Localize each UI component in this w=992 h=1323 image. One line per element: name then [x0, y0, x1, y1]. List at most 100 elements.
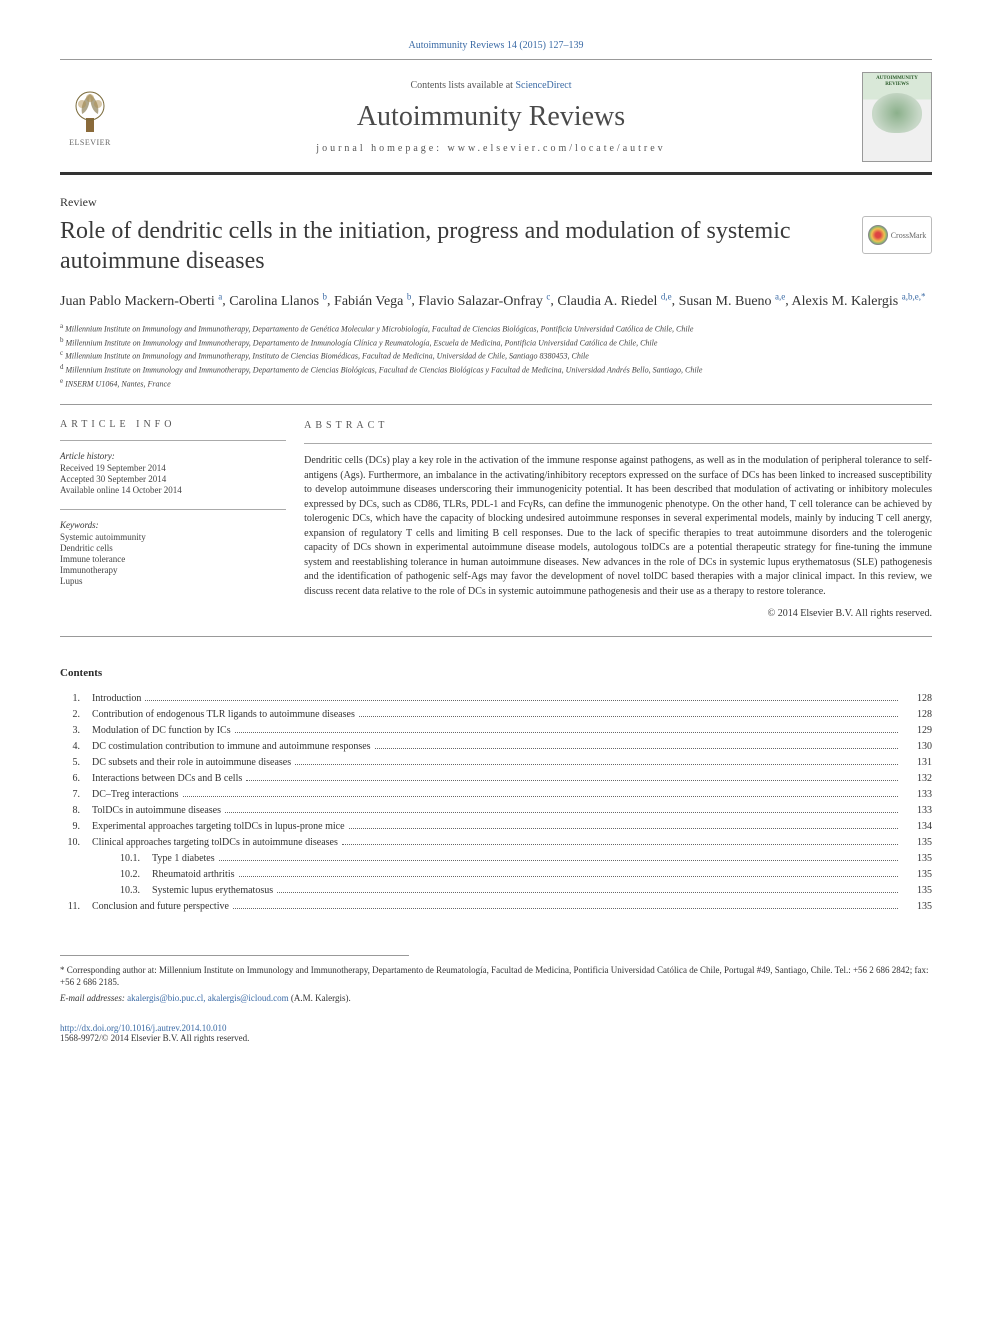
affiliation: d Millennium Institute on Immunology and… [60, 363, 932, 376]
author-refs[interactable]: c [546, 291, 550, 301]
toc-entry[interactable]: 10.3. Systemic lupus erythematosus 135 [60, 883, 932, 899]
toc-entry[interactable]: 5. DC subsets and their role in autoimmu… [60, 755, 932, 771]
journal-cover-thumbnail[interactable]: AUTOIMMUNITY REVIEWS [862, 72, 932, 162]
toc-number: 2. [60, 707, 92, 723]
toc-entry[interactable]: 8. TolDCs in autoimmune diseases 133 [60, 803, 932, 819]
affiliation: e INSERM U1064, Nantes, France [60, 377, 932, 390]
author-list: Juan Pablo Mackern-Oberti a, Carolina Ll… [60, 290, 932, 312]
contents-heading: Contents [60, 667, 932, 679]
toc-entry[interactable]: 11. Conclusion and future perspective 13… [60, 899, 932, 915]
toc-entry[interactable]: 9. Experimental approaches targeting tol… [60, 819, 932, 835]
abstract-text: Dendritic cells (DCs) play a key role in… [304, 454, 932, 599]
toc-number: 11. [60, 899, 92, 915]
keywords-block: Keywords: Systemic autoimmunityDendritic… [60, 520, 286, 586]
abstract-heading: ABSTRACT [304, 419, 932, 434]
toc-title: Systemic lupus erythematosus [152, 883, 273, 899]
article-title: Role of dendritic cells in the initiatio… [60, 216, 842, 276]
toc-leader [349, 828, 898, 829]
toc-title: Introduction [92, 691, 141, 707]
journal-title: Autoimmunity Reviews [140, 101, 842, 133]
toc-title: Experimental approaches targeting tolDCs… [92, 819, 345, 835]
toc-entry[interactable]: 7. DC–Treg interactions 133 [60, 787, 932, 803]
toc-page: 135 [902, 899, 932, 915]
toc-entry[interactable]: 4. DC costimulation contribution to immu… [60, 739, 932, 755]
accepted-date: Accepted 30 September 2014 [60, 474, 286, 484]
elsevier-tree-icon [66, 88, 114, 136]
author: Claudia A. Riedel d,e [557, 294, 671, 309]
toc-title: TolDCs in autoimmune diseases [92, 803, 221, 819]
author-refs[interactable]: b [407, 291, 412, 301]
author-refs[interactable]: a,e [775, 291, 785, 301]
toc-number: 5. [60, 755, 92, 771]
toc-entry[interactable]: 1. Introduction 128 [60, 691, 932, 707]
crossmark-badge[interactable]: CrossMark [862, 216, 932, 254]
sciencedirect-link[interactable]: ScienceDirect [515, 80, 571, 91]
toc-page: 133 [902, 787, 932, 803]
affiliation: c Millennium Institute on Immunology and… [60, 349, 932, 362]
divider [60, 440, 286, 441]
toc-leader [225, 812, 898, 813]
toc-page: 133 [902, 803, 932, 819]
author-refs[interactable]: d,e [661, 291, 672, 301]
elsevier-logo[interactable]: ELSEVIER [60, 82, 120, 152]
issn-copyright: 1568-9972/© 2014 Elsevier B.V. All right… [60, 1033, 932, 1043]
author: Juan Pablo Mackern-Oberti a [60, 294, 222, 309]
toc-leader [219, 860, 898, 861]
abstract-column: ABSTRACT Dendritic cells (DCs) play a ke… [304, 405, 932, 636]
affiliation: a Millennium Institute on Immunology and… [60, 322, 932, 335]
toc-leader [233, 908, 898, 909]
doi-link[interactable]: http://dx.doi.org/10.1016/j.autrev.2014.… [60, 1023, 932, 1033]
contents-available: Contents lists available at ScienceDirec… [140, 80, 842, 91]
toc-entry[interactable]: 10.2. Rheumatoid arthritis 135 [60, 867, 932, 883]
toc-entry[interactable]: 6. Interactions between DCs and B cells … [60, 771, 932, 787]
toc-page: 134 [902, 819, 932, 835]
toc-title: Modulation of DC function by ICs [92, 723, 231, 739]
keywords-label: Keywords: [60, 520, 286, 530]
crossmark-label: CrossMark [891, 231, 927, 240]
toc-page: 128 [902, 707, 932, 723]
email-note: E-mail addresses: akalergis@bio.puc.cl, … [60, 992, 932, 1005]
received-date: Received 19 September 2014 [60, 463, 286, 473]
corresponding-author-note: * Corresponding author at: Millennium In… [60, 964, 932, 989]
toc-title: Type 1 diabetes [152, 851, 215, 867]
footnote-separator [60, 955, 409, 956]
toc-page: 130 [902, 739, 932, 755]
divider [304, 443, 932, 444]
toc-title: Conclusion and future perspective [92, 899, 229, 915]
author: Flavio Salazar-Onfray c [418, 294, 550, 309]
keyword: Immunotherapy [60, 565, 286, 575]
toc-page: 135 [902, 883, 932, 899]
author-refs[interactable]: a,b,e,* [902, 291, 926, 301]
abstract-copyright: © 2014 Elsevier B.V. All rights reserved… [304, 607, 932, 622]
online-date: Available online 14 October 2014 [60, 485, 286, 495]
toc-entry[interactable]: 3. Modulation of DC function by ICs 129 [60, 723, 932, 739]
toc-leader [277, 892, 898, 893]
author: Fabián Vega b [334, 294, 411, 309]
toc-number: 1. [60, 691, 92, 707]
elsevier-name: ELSEVIER [69, 138, 111, 147]
toc-leader [359, 716, 898, 717]
toc-entry[interactable]: 10.1. Type 1 diabetes 135 [60, 851, 932, 867]
toc-page: 131 [902, 755, 932, 771]
author-refs[interactable]: a [218, 291, 222, 301]
toc-page: 135 [902, 835, 932, 851]
toc-number: 7. [60, 787, 92, 803]
contents-section: Contents 1. Introduction 128 2. Contribu… [60, 667, 932, 915]
keyword: Lupus [60, 576, 286, 586]
author: Susan M. Bueno a,e [679, 294, 786, 309]
toc-leader [342, 844, 898, 845]
doi-url[interactable]: http://dx.doi.org/10.1016/j.autrev.2014.… [60, 1023, 227, 1033]
toc-page: 135 [902, 851, 932, 867]
toc-number: 10.3. [92, 883, 152, 899]
toc-title: Contribution of endogenous TLR ligands t… [92, 707, 355, 723]
email-addresses[interactable]: akalergis@bio.puc.cl, akalergis@icloud.c… [127, 993, 288, 1003]
toc-entry[interactable]: 10. Clinical approaches targeting tolDCs… [60, 835, 932, 851]
toc-entry[interactable]: 2. Contribution of endogenous TLR ligand… [60, 707, 932, 723]
toc-page: 128 [902, 691, 932, 707]
toc-leader [295, 764, 898, 765]
affiliation: b Millennium Institute on Immunology and… [60, 336, 932, 349]
running-header-link[interactable]: Autoimmunity Reviews 14 (2015) 127–139 [409, 40, 584, 51]
corresponding-text: * Corresponding author at: Millennium In… [60, 965, 929, 988]
author-refs[interactable]: b [323, 291, 328, 301]
toc-leader [246, 780, 898, 781]
